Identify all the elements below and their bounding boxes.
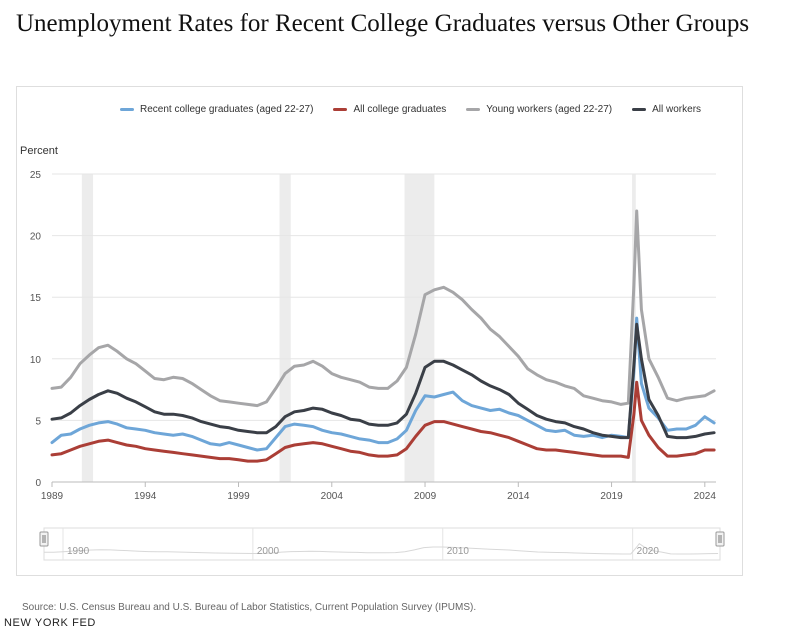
legend-swatch xyxy=(333,108,348,111)
navigator-label-2000: 2000 xyxy=(256,546,280,557)
x-tick-label-1989: 1989 xyxy=(41,491,64,502)
recession-band-3 xyxy=(632,174,636,482)
series-lines xyxy=(50,209,716,463)
legend-swatch xyxy=(466,108,481,111)
navigator-handle-left[interactable] xyxy=(39,531,49,547)
legend-swatch xyxy=(120,108,134,111)
page-title: Unemployment Rates for Recent College Gr… xyxy=(16,10,750,37)
series-line-all-workers xyxy=(50,322,716,440)
recession-band-0 xyxy=(81,174,94,482)
recession-band-1 xyxy=(279,174,291,482)
navigator-mini-line xyxy=(43,543,719,555)
navigator-label-2020: 2020 xyxy=(636,546,659,557)
y-tick-label-10: 10 xyxy=(30,355,42,366)
brand-logo: NEW YORK FED xyxy=(4,617,96,629)
y-tick-label-25: 25 xyxy=(30,170,42,181)
x-tick-label-2009: 2009 xyxy=(414,491,437,502)
legend-item-all-grads[interactable]: All college graduates xyxy=(333,104,446,115)
recession-shading xyxy=(81,174,636,482)
x-tick-label-1999: 1999 xyxy=(227,491,250,502)
legend-label: Recent college graduates (aged 22-27) xyxy=(140,104,314,115)
series-line-recent-grads xyxy=(50,316,716,452)
legend-swatch xyxy=(632,108,647,111)
series-line-young-workers xyxy=(50,209,716,408)
legend-item-young-workers[interactable]: Young workers (aged 22-27) xyxy=(466,104,612,115)
chart-legend: Recent college graduates (aged 22-27) All… xyxy=(120,104,720,115)
navigator-label-1990: 1990 xyxy=(66,546,90,557)
x-tick-label-2024: 2024 xyxy=(694,491,717,502)
y-tick-label-20: 20 xyxy=(30,232,42,243)
x-tick-label-2014: 2014 xyxy=(507,491,530,502)
source-note: Source: U.S. Census Bureau and U.S. Bure… xyxy=(22,602,477,613)
navigator-handle-right[interactable] xyxy=(715,531,725,547)
x-tick-label-1994: 1994 xyxy=(134,491,157,502)
legend-label: Young workers (aged 22-27) xyxy=(486,104,613,115)
navigator-track xyxy=(43,527,721,561)
chart-axes: 0 5 10 15 20 25 1989 1994 1999 2004 2009 2014 2019 20… xyxy=(30,170,716,502)
x-tick-label-2004: 2004 xyxy=(321,491,344,502)
legend-item-all-workers[interactable]: All workers xyxy=(632,104,701,115)
legend-label: All college graduates xyxy=(353,104,447,115)
y-tick-label-0: 0 xyxy=(35,478,41,489)
chart-grid xyxy=(52,173,716,421)
recession-band-2 xyxy=(404,174,435,482)
legend-item-recent-grads[interactable]: Recent college graduates (aged 22-27) xyxy=(120,104,313,115)
time-range-navigator[interactable] xyxy=(39,527,725,561)
x-tick-label-2019: 2019 xyxy=(600,491,623,502)
y-tick-label-15: 15 xyxy=(30,293,42,304)
chart-frame xyxy=(16,86,743,576)
y-tick-label-5: 5 xyxy=(35,416,41,427)
legend-label: All workers xyxy=(652,104,702,115)
y-axis-label: Percent xyxy=(20,145,58,157)
navigator-label-2010: 2010 xyxy=(446,546,469,557)
series-line-all-grads xyxy=(50,380,716,463)
